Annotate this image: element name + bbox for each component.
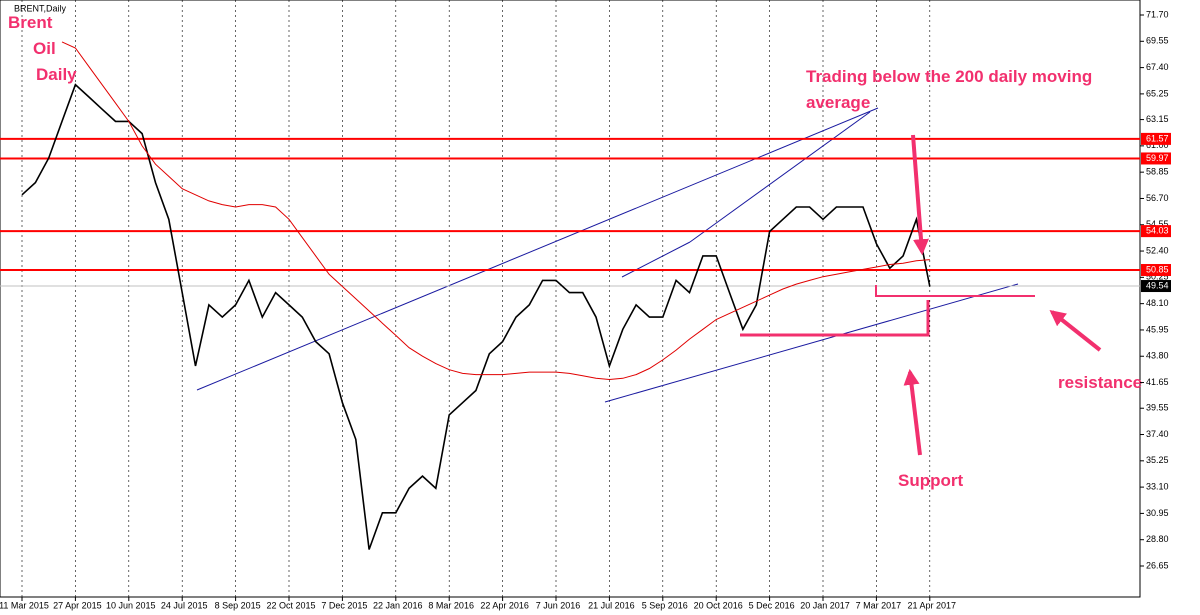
level-label-box <box>1141 225 1171 238</box>
y-tick-label: 69.55 <box>1146 36 1169 46</box>
level-label: 54.03 <box>1146 225 1169 235</box>
y-tick-label: 43.80 <box>1146 351 1169 361</box>
y-tick-label: 30.95 <box>1146 508 1169 518</box>
level-label: 59.97 <box>1146 153 1169 163</box>
annotation: Trading below the 200 daily moving <box>806 67 1092 86</box>
y-tick-label: 56.70 <box>1146 193 1169 203</box>
y-tick-label: 54.55 <box>1146 219 1169 229</box>
plot-frame <box>0 0 1141 598</box>
y-tick-label: 26.65 <box>1146 560 1169 570</box>
support-line <box>740 300 930 337</box>
series-line <box>21 83 931 550</box>
resistance-line <box>875 285 1035 297</box>
x-tick-label: 20 Jan 2017 <box>800 600 850 610</box>
x-tick-label: 22 Jan 2016 <box>373 600 423 610</box>
y-tick-label: 65.25 <box>1146 88 1169 98</box>
y-tick-label: 63.15 <box>1146 114 1169 124</box>
symbol-label: BRENT,Daily <box>14 3 67 13</box>
x-tick-label: 10 Jun 2015 <box>106 600 156 610</box>
x-tick-label: 7 Jun 2016 <box>536 600 581 610</box>
x-tick-label: 21 Jul 2016 <box>588 600 635 610</box>
annotation: resistance <box>1058 373 1142 392</box>
level-label-box <box>1141 264 1171 277</box>
y-tick-label: 71.70 <box>1146 9 1169 19</box>
level-label: 50.85 <box>1146 264 1169 274</box>
y-tick-label: 37.40 <box>1146 429 1169 439</box>
chart-title: Daily <box>36 65 77 84</box>
trend-line <box>689 111 871 243</box>
y-tick-label: 35.25 <box>1146 455 1169 465</box>
x-tick-label: 7 Dec 2015 <box>321 600 367 610</box>
y-tick-label: 58.85 <box>1146 167 1169 177</box>
chart-title: Brent <box>8 13 53 32</box>
level-label: 61.57 <box>1146 133 1169 143</box>
x-tick-label: 11 Mar 2015 <box>0 600 49 610</box>
x-tick-label: 5 Dec 2016 <box>749 600 795 610</box>
annotation: Support <box>898 471 963 490</box>
series-line <box>61 41 930 381</box>
y-tick-label: 48.10 <box>1146 298 1169 308</box>
y-tick-label: 50.25 <box>1146 272 1169 282</box>
y-tick-label: 45.95 <box>1146 324 1169 334</box>
trend-line <box>196 107 879 391</box>
x-tick-label: 22 Oct 2015 <box>266 600 315 610</box>
x-tick-label: 8 Mar 2016 <box>428 600 474 610</box>
y-tick-label: 41.65 <box>1146 377 1169 387</box>
current-price-box <box>1141 280 1171 293</box>
level-label-box <box>1141 152 1171 165</box>
y-tick-label: 28.80 <box>1146 534 1169 544</box>
y-tick-label: 39.55 <box>1146 403 1169 413</box>
y-tick-label: 52.40 <box>1146 245 1169 255</box>
chart-title: Oil <box>33 39 56 58</box>
annotation: average <box>806 93 870 112</box>
level-label-box <box>1141 132 1171 145</box>
current-price-label: 49.54 <box>1146 280 1169 290</box>
x-tick-label: 5 Sep 2016 <box>642 600 688 610</box>
x-tick-label: 24 Jul 2015 <box>161 600 208 610</box>
y-tick-label: 61.00 <box>1146 140 1169 150</box>
y-tick-label: 67.40 <box>1146 62 1169 72</box>
marks <box>0 41 1140 550</box>
x-tick-label: 20 Oct 2016 <box>694 600 743 610</box>
x-tick-label: 7 Mar 2017 <box>856 600 902 610</box>
x-tick-label: 22 Apr 2016 <box>480 600 529 610</box>
y-tick-label: 33.10 <box>1146 481 1169 491</box>
arrow <box>911 134 929 256</box>
x-tick-label: 21 Apr 2017 <box>908 600 957 610</box>
x-tick-label: 27 Apr 2015 <box>53 600 102 610</box>
trend-line <box>604 283 1019 403</box>
x-tick-label: 8 Sep 2015 <box>215 600 261 610</box>
arrow <box>903 368 922 456</box>
arrow <box>1049 310 1102 352</box>
trend-line <box>621 241 691 278</box>
